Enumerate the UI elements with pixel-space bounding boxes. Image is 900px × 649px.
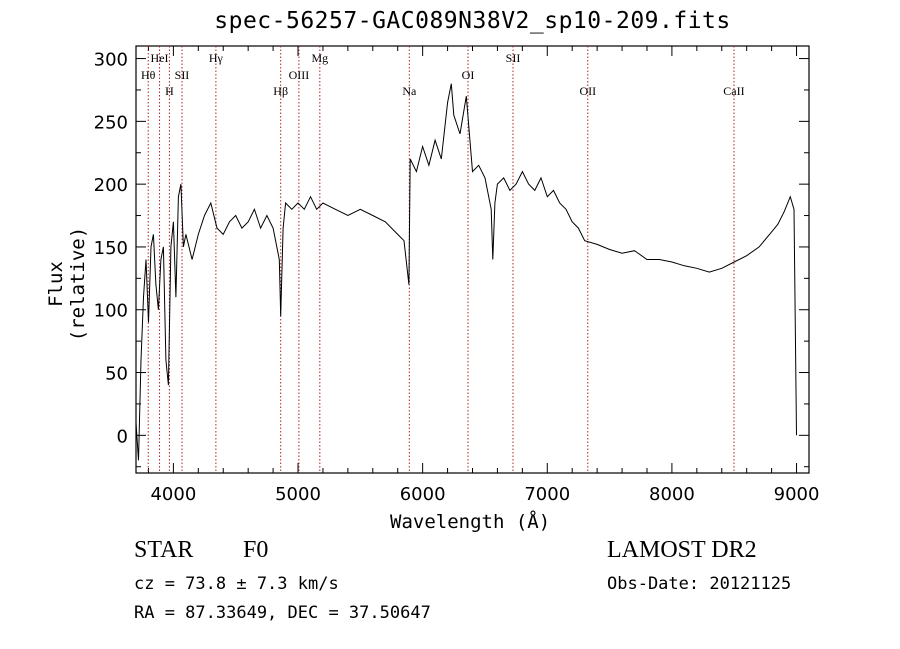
line-marker-label: Hγ (209, 51, 224, 65)
y-tick-label: 50 (105, 364, 128, 385)
plot-frame (135, 45, 810, 474)
line-marker-label: OI (462, 68, 475, 82)
x-tick-label: 6000 (400, 484, 446, 505)
y-tick-label: 100 (94, 301, 128, 322)
line-marker-label: Hθ (141, 68, 156, 82)
y-tick-label: 150 (94, 238, 128, 259)
x-tick-label: 4000 (150, 484, 196, 505)
y-tick-label: 0 (117, 426, 128, 447)
line-marker-label: OIII (289, 68, 310, 82)
x-tick-label: 5000 (275, 484, 321, 505)
line-marker-label: OII (579, 84, 596, 98)
redshift-label: cz = 73.8 ± 7.3 km/s (134, 574, 339, 594)
y-tick-label: 250 (94, 112, 128, 133)
chart-title: spec-56257-GAC089N38V2_sp10-209.fits (214, 8, 731, 34)
class-label: STAR (134, 537, 194, 563)
line-marker-label: Na (402, 84, 417, 98)
line-marker-label: HeI (151, 51, 169, 65)
y-tick-label: 200 (94, 175, 128, 196)
y-tick-label: 300 (94, 50, 128, 71)
subclass-label: F0 (243, 537, 269, 563)
survey-label: LAMOST DR2 (607, 537, 757, 563)
obs-date-label: Obs-Date: 20121125 (607, 574, 792, 594)
line-marker-label: H (165, 84, 174, 98)
x-axis-label: Wavelength (Å) (390, 511, 551, 533)
line-marker-label: Hβ (273, 84, 288, 98)
x-tick-label: 8000 (649, 484, 695, 505)
line-marker-label: Mg (311, 51, 328, 65)
tick-layer: 4000 5000 6000 7000 8000 9000 0 50 100 150 200 250 3… (94, 46, 820, 505)
coordinates-label: RA = 87.33649, DEC = 37.50647 (134, 603, 431, 623)
line-marker-label: CaII (723, 84, 744, 98)
spectrum-series-line (135, 83, 797, 461)
x-tick-label: 9000 (774, 484, 820, 505)
y-axis-label: Flux (relative) (45, 226, 89, 342)
line-marker-label: SII (506, 51, 521, 65)
line-marker-label: SII (175, 68, 190, 82)
x-tick-label: 7000 (524, 484, 570, 505)
